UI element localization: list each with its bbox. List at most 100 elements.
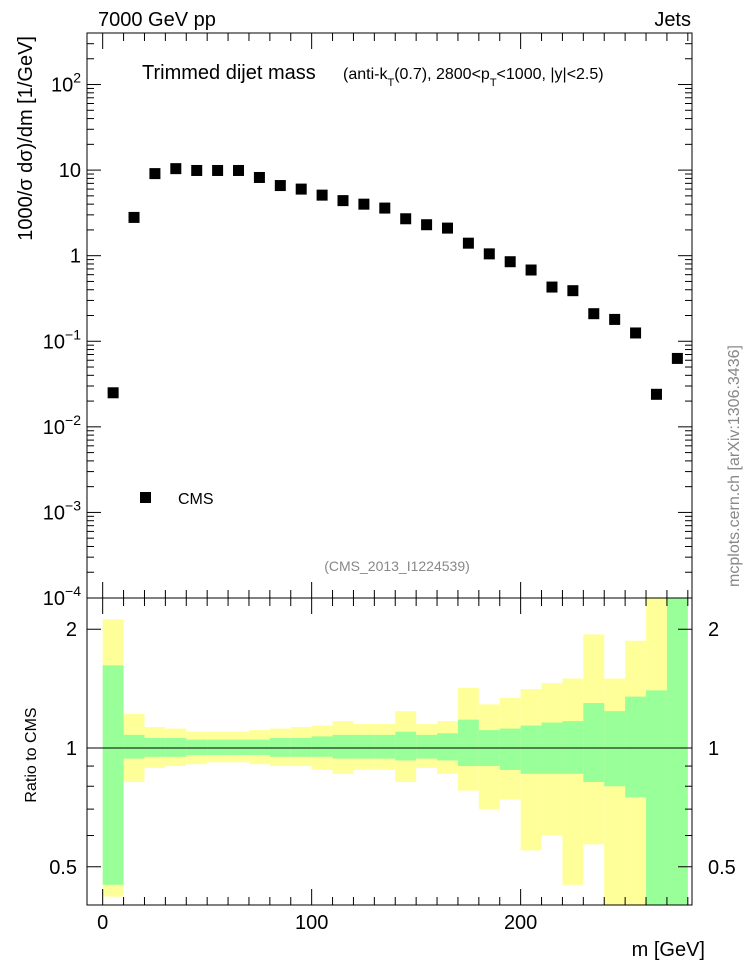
x-tick-label: 100 [295,912,328,934]
data-point [441,222,453,234]
y-tick-label: 102 [51,70,81,97]
inner-band-bin [583,703,605,783]
chart-title-note: (anti-kT(0.7), 2800<pT<1000, |y|<2.5) [343,66,604,89]
data-point [504,256,516,268]
ratio-y-tick-label-right: 0.5 [708,857,736,879]
inner-band-bin [248,739,270,755]
inner-band-bin [604,711,626,787]
data-point [191,164,203,176]
y-tick-base: 1 [70,246,81,268]
data-point [358,198,370,210]
inner-band-bin [416,734,438,759]
data-point [588,308,600,320]
side-source-label: mcplots.cern.ch [arXiv:1306.3436] [726,345,743,587]
y-tick-label: 10−1 [43,326,81,353]
y-tick-label: 10−2 [43,412,81,439]
inner-band-bin [520,725,542,774]
data-point [233,164,245,176]
data-point [609,313,621,325]
y-tick-label: 10−4 [43,583,81,610]
inner-band-bin [437,733,458,761]
data-point [316,189,328,201]
y-tick-base: 10 [43,417,65,439]
data-point [546,281,558,293]
title-note-part: (0.7), 2800<p [394,66,490,83]
data-point [630,327,642,339]
data-point [253,171,265,183]
y-tick-exponent: 2 [73,70,81,86]
y-tick-base: 10 [51,75,73,97]
main-axis-ticks [87,32,692,599]
data-point [170,163,182,175]
data-point [567,285,579,297]
ratio-y-axis-label: Ratio to CMS [23,707,40,802]
inner-band-bin [562,721,584,774]
inner-band-bin [457,719,479,767]
data-point [295,183,307,195]
data-point [462,237,474,249]
x-tick-label: 0 [97,912,108,934]
data-point [274,180,286,192]
y-tick-label: 10−3 [43,497,81,524]
inner-band-bin [228,739,249,755]
chart-title: Trimmed dijet mass [142,62,316,84]
y-tick-exponent: −4 [65,583,81,599]
main-plot-frame [86,32,693,599]
data-point [379,202,391,214]
x-tick-labels: 0 100 200 [97,912,537,934]
ratio-bands [102,598,688,905]
y-tick-exponent: −3 [65,497,81,513]
data-point [400,213,412,225]
header-left: 7000 GeV pp [98,9,216,31]
y-tick-exponent: −1 [65,326,81,342]
ratio-y-tick-label-left: 2 [66,619,77,641]
inner-band-bin [374,734,396,759]
inner-band-bin [625,696,647,798]
inner-band-bin [332,734,354,759]
title-note-part: <1000, |y|<2.5) [497,66,604,83]
inner-band-bin [186,739,208,755]
data-point [212,164,224,176]
y-tick-base: 10 [59,160,81,182]
analysis-watermark: (CMS_2013_I1224539) [324,558,470,574]
y-tick-exponent: −2 [65,412,81,428]
data-point [421,219,433,231]
legend-label-cms: CMS [178,491,214,508]
y-tick-base: 10 [43,588,65,610]
y-tick-label: 10 [59,160,81,182]
data-point [128,211,140,223]
y-axis-label: 1000/σ dσ)/dm [1/GeV] [15,36,37,241]
inner-band-bin [395,731,417,761]
ratio-y-tick-labels: 0.5 0.5 1 1 2 2 [49,619,736,879]
inner-band-bin [290,738,312,757]
data-point [107,387,119,399]
inner-band-bin [144,738,166,757]
y-tick-label: 1 [70,246,81,268]
title-note-part: (anti-k [343,66,388,83]
title-note-subscript: T [490,77,497,89]
ratio-plot-frame [86,597,693,906]
inner-band-bin [165,738,187,757]
data-points [107,163,683,400]
inner-band-bin [499,728,521,770]
x-axis-label: m [GeV] [632,939,705,961]
inner-band-bin [666,598,688,905]
x-tick-label: 200 [504,912,537,934]
inner-band-bin [102,665,124,885]
ratio-y-tick-label-right: 1 [708,738,719,760]
legend-marker-cms [140,492,151,503]
outer-band-bin [562,678,584,885]
data-point [671,352,683,364]
y-tick-base: 10 [43,502,65,524]
inner-band-bin [353,734,375,759]
inner-band-bin [646,690,667,905]
inner-band-bin [123,734,145,759]
title-note-subscript: T [387,77,394,89]
data-point [149,168,161,180]
y-tick-base: 10 [43,331,65,353]
inner-band-bin [269,738,291,757]
data-point [650,388,662,400]
ratio-y-tick-label-left: 1 [66,738,77,760]
